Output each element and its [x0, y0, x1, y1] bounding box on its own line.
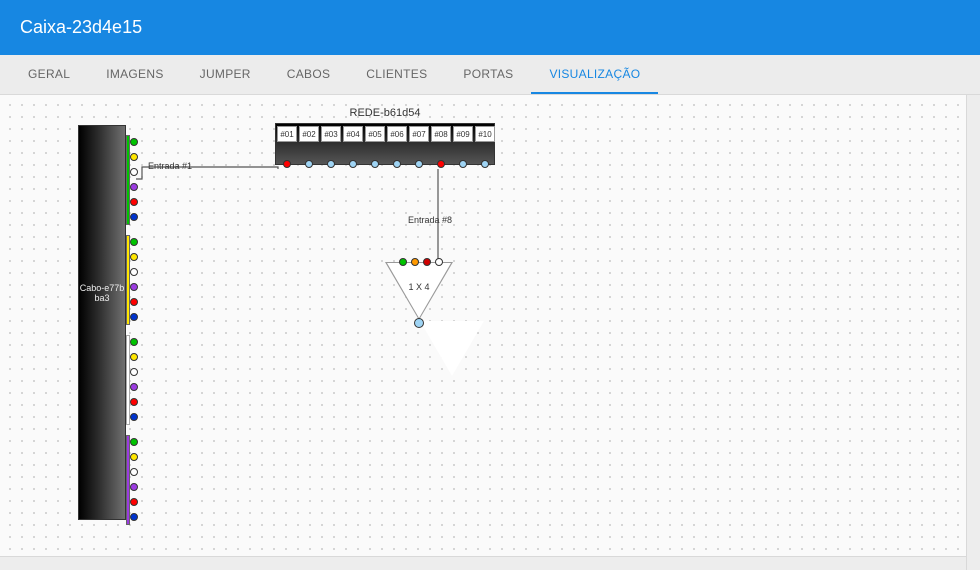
- cable-port[interactable]: [130, 438, 138, 446]
- cable-port[interactable]: [130, 253, 138, 261]
- scrollbar-horizontal[interactable]: [0, 556, 966, 570]
- header-bar: Caixa-23d4e15: [0, 0, 980, 55]
- cable-port[interactable]: [130, 268, 138, 276]
- cable-port[interactable]: [130, 353, 138, 361]
- cable-port[interactable]: [130, 383, 138, 391]
- cable-port[interactable]: [130, 368, 138, 376]
- cable-port[interactable]: [130, 313, 138, 321]
- netdev-port-label: #08: [431, 126, 451, 142]
- cable-port[interactable]: [130, 138, 138, 146]
- netdev-port[interactable]: [437, 160, 445, 168]
- wire-label: Entrada #8: [408, 215, 452, 225]
- tab-imagens[interactable]: IMAGENS: [88, 55, 181, 94]
- splitter-input-port[interactable]: [411, 258, 419, 266]
- splitter[interactable]: 1 X 4: [385, 262, 453, 332]
- tab-portas[interactable]: PORTAS: [445, 55, 531, 94]
- cable-port-group: [126, 235, 138, 325]
- splitter-input-port[interactable]: [435, 258, 443, 266]
- splitter-label: 1 X 4: [385, 282, 453, 292]
- cable-port[interactable]: [130, 198, 138, 206]
- tab-cabos[interactable]: CABOS: [269, 55, 349, 94]
- netdev-port-label: #09: [453, 126, 473, 142]
- cable-port[interactable]: [130, 338, 138, 346]
- splitter-input-port[interactable]: [399, 258, 407, 266]
- netdev-port-label: #05: [365, 126, 385, 142]
- tabbar: GERALIMAGENSJUMPERCABOSCLIENTESPORTASVIS…: [0, 55, 980, 95]
- netdev-port-label: #10: [475, 126, 495, 142]
- cable-port[interactable]: [130, 513, 138, 521]
- cable-port[interactable]: [130, 398, 138, 406]
- netdev-port[interactable]: [393, 160, 401, 168]
- netdev-port[interactable]: [371, 160, 379, 168]
- cable-port[interactable]: [130, 298, 138, 306]
- netdev-port-label: #06: [387, 126, 407, 142]
- page-title: Caixa-23d4e15: [20, 17, 142, 38]
- tab-clientes[interactable]: CLIENTES: [348, 55, 445, 94]
- scrollbar-vertical[interactable]: [966, 95, 980, 570]
- cable-port[interactable]: [130, 213, 138, 221]
- netdev-port[interactable]: [283, 160, 291, 168]
- cable-port[interactable]: [130, 413, 138, 421]
- netdev-port-label: #07: [409, 126, 429, 142]
- wire-label: Entrada #1: [148, 161, 192, 171]
- tab-jumper[interactable]: JUMPER: [182, 55, 269, 94]
- cable-port[interactable]: [130, 498, 138, 506]
- netdev-port[interactable]: [415, 160, 423, 168]
- splitter-output-port[interactable]: [414, 318, 424, 328]
- netdev-port[interactable]: [459, 160, 467, 168]
- netdev-port-label: #04: [343, 126, 363, 142]
- netdev-port-label: #01: [277, 126, 297, 142]
- netdev-port-label: #03: [321, 126, 341, 142]
- splitter-input-port[interactable]: [423, 258, 431, 266]
- netdev-port[interactable]: [349, 160, 357, 168]
- cable-port[interactable]: [130, 483, 138, 491]
- netdev-port-label: #02: [299, 126, 319, 142]
- cable-port[interactable]: [130, 283, 138, 291]
- netdev-port[interactable]: [481, 160, 489, 168]
- cable-port[interactable]: [130, 238, 138, 246]
- cable-port-group: [126, 435, 138, 525]
- netdev-port[interactable]: [327, 160, 335, 168]
- cable-port[interactable]: [130, 468, 138, 476]
- netdev-title: REDE-b61d54: [275, 107, 495, 119]
- cable-port[interactable]: [130, 153, 138, 161]
- cable-port[interactable]: [130, 453, 138, 461]
- netdev-block[interactable]: #01#02#03#04#05#06#07#08#09#10: [275, 123, 495, 165]
- tab-visualização[interactable]: VISUALIZAÇÃO: [531, 55, 658, 94]
- cable-port[interactable]: [130, 168, 138, 176]
- diagram-canvas[interactable]: Cabo-e77b ba3 REDE-b61d54 #01#02#03#04#05…: [0, 95, 980, 570]
- cable-port[interactable]: [130, 183, 138, 191]
- cable-port-group: [126, 135, 138, 225]
- netdev-port[interactable]: [305, 160, 313, 168]
- cable-label: Cabo-e77b ba3: [78, 95, 126, 490]
- tab-geral[interactable]: GERAL: [10, 55, 88, 94]
- cable-port-group: [126, 335, 138, 425]
